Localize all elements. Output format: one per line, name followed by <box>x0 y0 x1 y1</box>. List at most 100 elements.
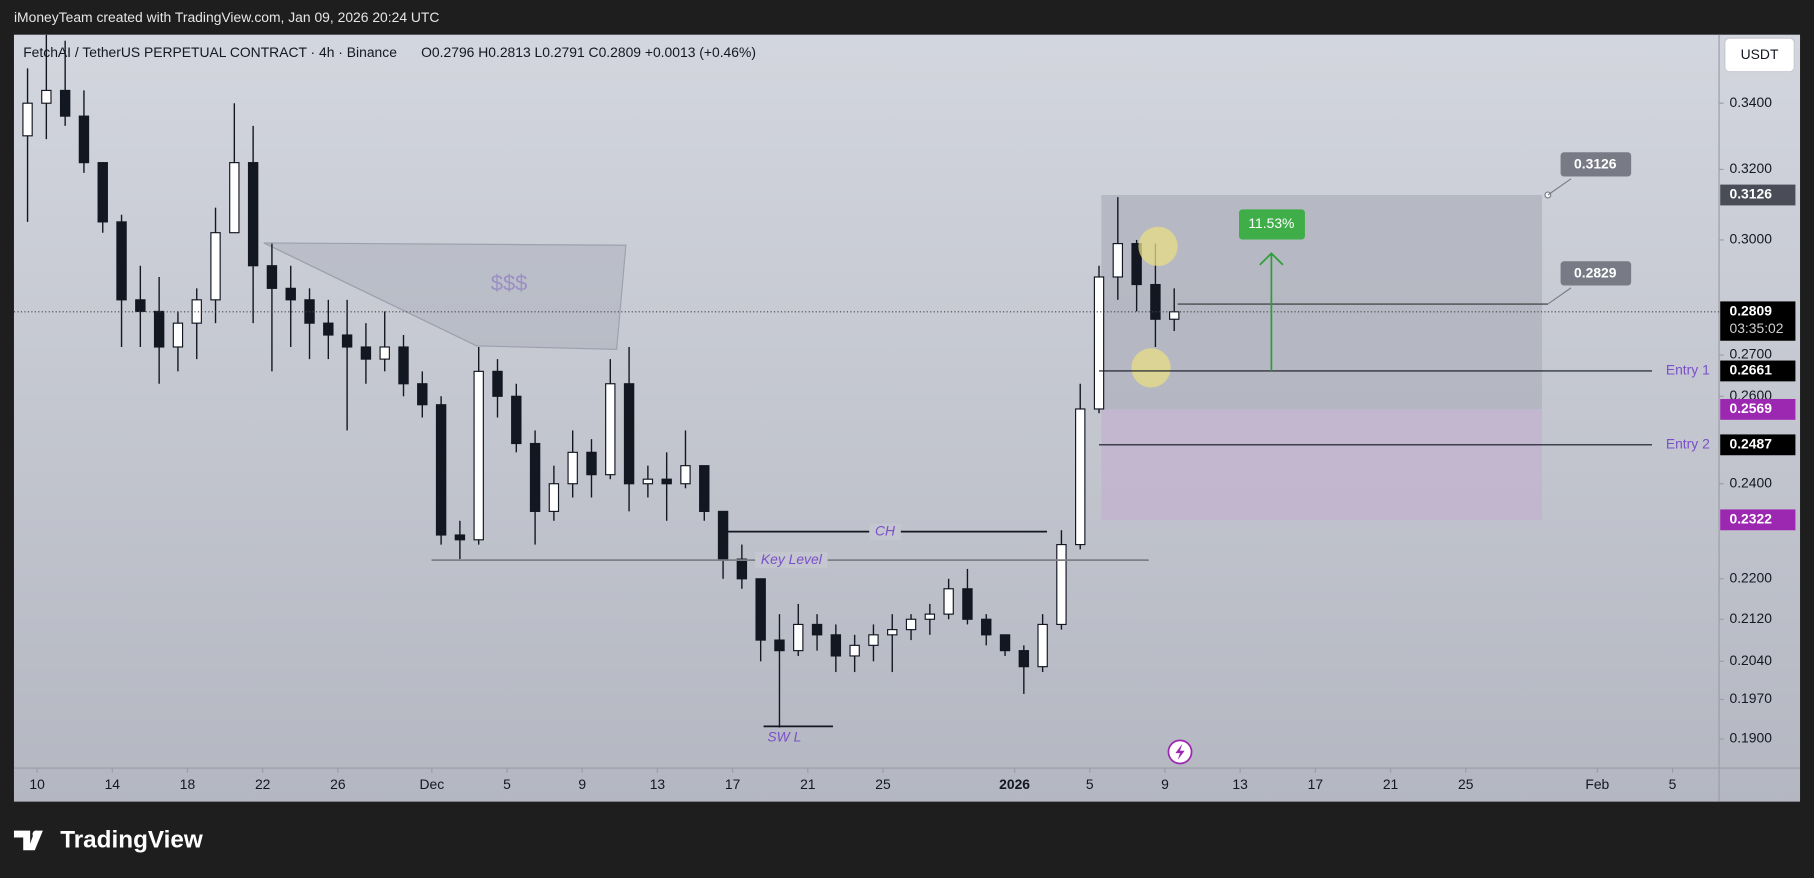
y-tick-label: 0.2200 <box>1729 569 1772 585</box>
structure-label-bg <box>755 551 828 569</box>
candle-body <box>360 346 372 360</box>
x-tick-label: 5 <box>1086 776 1094 792</box>
candle-body <box>887 629 898 636</box>
candle-body <box>755 578 766 641</box>
logo-dot <box>32 830 40 838</box>
x-tick-label: 9 <box>1161 776 1169 792</box>
candle-body <box>1056 544 1067 626</box>
candle-body <box>793 623 804 652</box>
candle-body <box>586 451 597 476</box>
candle-body <box>605 383 616 476</box>
candle-body <box>229 162 240 234</box>
candle-body <box>341 334 353 348</box>
candle-body <box>285 287 296 301</box>
callout-tail <box>1547 178 1572 196</box>
y-tick-label: 0.3400 <box>1729 94 1772 110</box>
gain-label: 11.53% <box>1248 215 1294 231</box>
price-tag <box>1720 398 1796 420</box>
candle-body <box>811 623 823 636</box>
candle-body <box>1018 650 1030 668</box>
x-tick-label: 13 <box>650 776 666 792</box>
structure-label: Key Level <box>761 551 823 567</box>
x-tick-label: 5 <box>503 776 511 792</box>
candle-body <box>116 221 127 301</box>
candle-body <box>135 299 146 313</box>
price-tag <box>1720 184 1796 206</box>
x-tick-label: 2026 <box>999 776 1030 792</box>
gain-arrow-head <box>1259 252 1284 266</box>
y-tick-label: 0.2040 <box>1729 652 1772 668</box>
entry-zone <box>1101 409 1543 520</box>
candle-body <box>642 478 654 485</box>
structure-label: SW L <box>767 729 801 745</box>
highlight-circle <box>1131 348 1171 388</box>
x-tick-label: 25 <box>875 776 891 792</box>
x-tick-label: 21 <box>800 776 816 792</box>
x-tick-label: 17 <box>1308 776 1324 792</box>
callout-box <box>1560 152 1632 177</box>
callout-label: 0.2829 <box>1574 265 1617 281</box>
x-tick-label: 21 <box>1383 776 1399 792</box>
candle-body <box>849 644 860 657</box>
candle-body <box>699 465 710 512</box>
structure-label: CH <box>875 522 896 538</box>
y-tick-label: 0.2600 <box>1729 387 1772 403</box>
liquidity-label: $$$ <box>491 270 528 295</box>
candle-body <box>962 588 973 620</box>
price-tag-label: 0.2569 <box>1729 400 1772 416</box>
candle-body <box>680 465 691 485</box>
candle-body <box>59 89 71 117</box>
y-tick-label: 0.3200 <box>1729 160 1772 176</box>
liquidity-line <box>263 242 477 347</box>
candle-body <box>417 383 428 406</box>
candle-body <box>172 322 184 348</box>
candle-body <box>1150 283 1161 320</box>
candle-body <box>623 383 635 485</box>
candle-body <box>454 534 466 541</box>
candle-body <box>1075 408 1086 546</box>
x-tick-label: 9 <box>578 776 586 792</box>
quote: O0.2796 H0.2813 L0.2791 C0.2809 +0.0013 … <box>421 44 756 60</box>
candle-body <box>999 634 1011 652</box>
event-icon-bolt <box>1175 743 1185 761</box>
candle-body <box>379 346 390 360</box>
price-tag-label: 0.3126 <box>1729 186 1772 202</box>
candle-body <box>1093 276 1105 410</box>
last-price-tag <box>1720 301 1796 341</box>
callout-box <box>1560 261 1632 286</box>
candle-body <box>266 265 278 289</box>
y-tick-label: 0.1970 <box>1729 690 1772 706</box>
symbol-title: FetchAI / TetherUS PERPETUAL CONTRACT · … <box>23 44 397 60</box>
candle-body <box>323 322 334 336</box>
x-tick-label: 13 <box>1232 776 1248 792</box>
candle-body <box>22 102 33 137</box>
x-tick-label: 14 <box>105 776 121 792</box>
candle-body <box>661 478 672 485</box>
entry-label: Entry 1 <box>1666 362 1710 378</box>
candle-body <box>398 346 409 385</box>
candle-body <box>1112 243 1124 278</box>
candle-body <box>191 299 202 324</box>
candle-body <box>774 639 785 652</box>
candle-body <box>1037 623 1048 668</box>
y-tick-label: 0.2120 <box>1729 610 1772 626</box>
candle-body <box>717 510 729 560</box>
caption: iMoneyTeam created with TradingView.com,… <box>14 9 439 25</box>
highlight-circle <box>1138 226 1178 267</box>
overlay: Entry 1 Entry 2 0.2829 0.3126 11.53% CH Key Le… <box>13 152 1720 765</box>
x-tick-label: 18 <box>180 776 196 792</box>
candles <box>22 34 1180 728</box>
currency-button[interactable] <box>1724 37 1795 73</box>
x-tick-label: 25 <box>1458 776 1474 792</box>
candle-body <box>548 483 560 512</box>
price-tag-label: 0.2487 <box>1729 436 1772 452</box>
x-tick-label: Dec <box>420 776 445 792</box>
candle-body <box>97 162 108 223</box>
x-tick-label: Feb <box>1585 776 1609 792</box>
candle-body <box>41 89 52 104</box>
candle-body <box>830 634 842 657</box>
candle-body <box>924 613 936 620</box>
candle-body <box>943 588 954 615</box>
x-tick-label: 17 <box>725 776 741 792</box>
